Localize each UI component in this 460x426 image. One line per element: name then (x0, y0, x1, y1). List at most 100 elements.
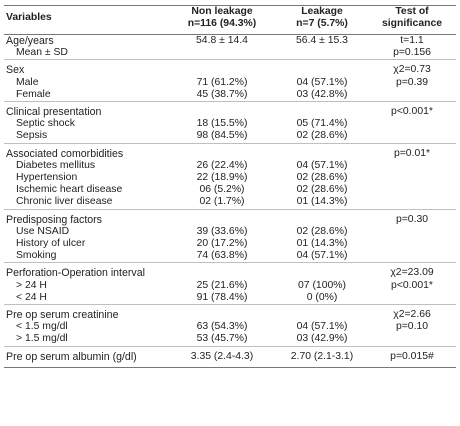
table-row: Male 71 (61.2%) 04 (57.1%) p=0.39 (4, 77, 456, 89)
table-row: Associated comorbidities p=0.01* (4, 143, 456, 160)
table-row: Mean ± SD p=0.156 (4, 47, 456, 60)
header-leakage-title: Leakage (301, 6, 343, 17)
header-leakage-n: n=7 (5.7%) (296, 17, 348, 29)
table-row: Sepsis 98 (84.5%) 02 (28.6%) (4, 130, 456, 143)
row-label: Ischemic heart disease (16, 184, 123, 196)
significance-value (368, 89, 456, 102)
leakage-value: 04 (57.1%) (296, 321, 348, 333)
significance-value (368, 118, 456, 130)
table-row: Pre op serum creatinine χ2=2.66 (4, 304, 456, 322)
table-row: Ischemic heart disease 06 (5.2%) 02 (28.6%… (4, 184, 456, 196)
significance-value: p=0.10 (395, 321, 429, 333)
leakage-value (276, 102, 368, 119)
leakage-value: 04 (57.1%) (296, 76, 348, 88)
table-row: Use NSAID 39 (33.6%) 02 (28.6%) (4, 226, 456, 238)
leakage-value: 03 (42.8%) (296, 88, 348, 100)
non-leakage-value: 25 (21.6%) (196, 279, 248, 291)
non-leakage-value: 20 (17.2%) (196, 238, 248, 250)
row-label: Hypertension (16, 172, 78, 184)
non-leakage-value: 39 (33.6%) (196, 225, 248, 237)
row-label: > 1.5 mg/dl (16, 333, 68, 345)
header-leakage: Leakage n=7 (5.7%) (276, 6, 368, 35)
significance-value: p=0.30 (395, 213, 429, 225)
header-test-line1: Test of (395, 6, 429, 17)
header-non-leakage: Non leakage n=116 (94.3%) (168, 6, 276, 35)
leakage-value: 07 (100%) (298, 279, 346, 291)
significance-value: p=0.156 (393, 47, 431, 59)
table-body: Age/years 54.8 ± 14.4 56.4 ± 15.3 t=1.1 Mean… (4, 35, 456, 368)
header-row: Variables Non leakage n=116 (94.3%) Leak… (4, 5, 456, 35)
table-row: < 1.5 mg/dl 63 (54.3%) 04 (57.1%) p=0.10 (4, 321, 456, 333)
row-label: Male (16, 76, 39, 88)
header-test: Test of significance (368, 6, 456, 35)
header-non-leakage-n: n=116 (94.3%) (187, 17, 257, 29)
significance-value: p=0.39 (395, 76, 429, 88)
significance-value: t=1.1 (400, 35, 424, 46)
non-leakage-value: 63 (54.3%) (196, 321, 248, 333)
row-label: Female (16, 88, 51, 100)
row-label: Smoking (16, 250, 57, 262)
row-label: Associated comorbidities (6, 147, 124, 160)
significance-value (368, 160, 456, 172)
table-row: > 1.5 mg/dl 53 (45.7%) 03 (42.9%) (4, 333, 456, 346)
non-leakage-value: 26 (22.4%) (196, 159, 248, 171)
leakage-value: 02 (28.6%) (296, 172, 348, 184)
leakage-value (276, 60, 368, 77)
header-non-leakage-title: Non leakage (191, 6, 253, 17)
non-leakage-value: 45 (38.7%) (196, 88, 248, 100)
leakage-value: 02 (28.6%) (296, 184, 348, 196)
row-label: History of ulcer (16, 238, 86, 250)
significance-value (368, 130, 456, 143)
table-row: Chronic liver disease 02 (1.7%) 01 (14.3%) (4, 196, 456, 209)
non-leakage-value: 22 (18.9%) (196, 172, 248, 184)
leakage-value (276, 143, 368, 160)
non-leakage-value: 06 (5.2%) (199, 184, 245, 196)
non-leakage-value (168, 47, 276, 60)
non-leakage-value: 3.35 (2.4-4.3) (190, 350, 254, 362)
significance-value: χ2=0.73 (393, 64, 431, 76)
data-table: Variables Non leakage n=116 (94.3%) Leak… (4, 5, 456, 368)
significance-value: p<0.001* (391, 106, 433, 118)
table-row: Predisposing factors p=0.30 (4, 209, 456, 226)
leakage-value: 01 (14.3%) (296, 238, 348, 250)
significance-value (368, 250, 456, 263)
row-label: Use NSAID (16, 225, 70, 237)
non-leakage-value: 91 (78.4%) (196, 291, 248, 303)
header-test-line2: significance (381, 17, 443, 29)
non-leakage-value (168, 305, 276, 322)
non-leakage-value (168, 102, 276, 119)
table-row: < 24 H 91 (78.4%) 0 (0%) (4, 292, 456, 305)
non-leakage-value: 02 (1.7%) (199, 196, 245, 208)
significance-value: p=0.015# (390, 350, 434, 362)
table-row: Pre op serum albumin (g/dl) 3.35 (2.4-4.3… (4, 346, 456, 368)
row-label: < 24 H (16, 291, 47, 303)
leakage-value: 01 (14.3%) (296, 196, 348, 208)
leakage-value (276, 263, 368, 280)
table-row: Female 45 (38.7%) 03 (42.8%) (4, 89, 456, 102)
non-leakage-value (168, 263, 276, 280)
row-label: Mean ± SD (16, 47, 68, 59)
row-label: Perforation-Operation interval (6, 267, 145, 280)
significance-value (368, 196, 456, 209)
row-label: Age/years (6, 35, 54, 47)
leakage-value: 02 (28.6%) (296, 225, 348, 237)
leakage-value: 05 (71.4%) (296, 118, 348, 130)
row-label: Septic shock (16, 118, 75, 130)
significance-value (368, 238, 456, 250)
non-leakage-value: 18 (15.5%) (196, 118, 248, 130)
significance-value (368, 226, 456, 238)
significance-value (368, 172, 456, 184)
leakage-value: 04 (57.1%) (296, 250, 348, 262)
table-row: Diabetes mellitus 26 (22.4%) 04 (57.1%) (4, 160, 456, 172)
leakage-value: 56.4 ± 15.3 (296, 35, 348, 46)
significance-value: χ2=2.66 (393, 309, 431, 321)
row-label: Clinical presentation (6, 106, 102, 119)
significance-value: p<0.001* (391, 279, 433, 291)
non-leakage-value: 54.8 ± 14.4 (196, 35, 248, 46)
significance-value: χ2=23.09 (390, 267, 434, 279)
table-row: Sex χ2=0.73 (4, 59, 456, 77)
leakage-value (276, 209, 368, 226)
non-leakage-value: 53 (45.7%) (196, 333, 248, 345)
row-label: Diabetes mellitus (16, 159, 96, 171)
table-row: > 24 H 25 (21.6%) 07 (100%) p<0.001* (4, 280, 456, 292)
